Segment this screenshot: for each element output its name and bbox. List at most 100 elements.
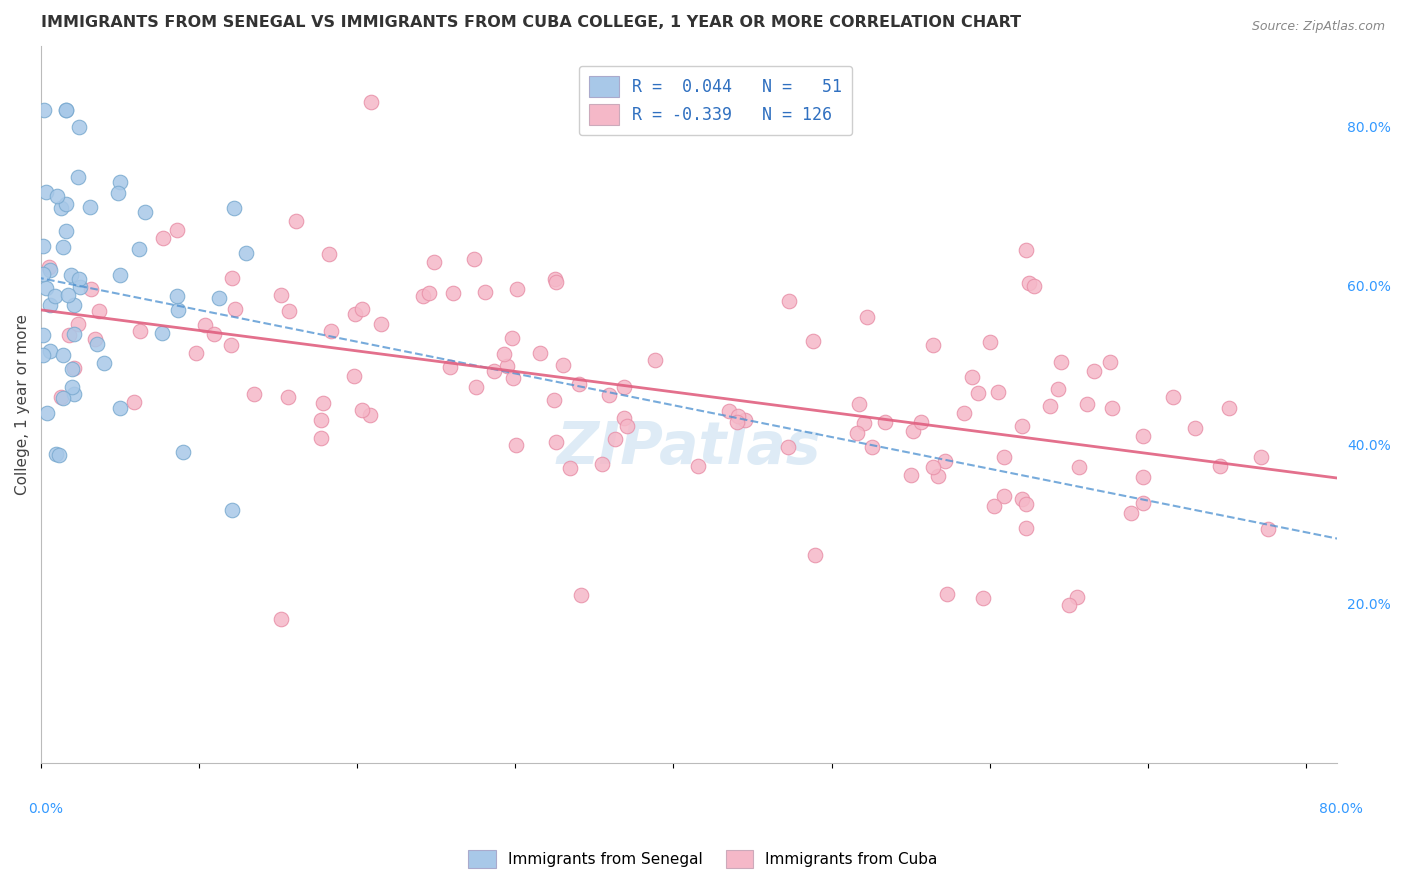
Point <box>1011 419 1033 434</box>
Point <box>441 286 464 301</box>
Point <box>184 346 207 360</box>
Point <box>107 186 129 200</box>
Point <box>1132 496 1154 510</box>
Point <box>529 345 551 359</box>
Point <box>344 307 367 321</box>
Point <box>852 416 875 430</box>
Point <box>278 304 301 318</box>
Point <box>495 359 517 373</box>
Point <box>492 346 515 360</box>
Point <box>1098 355 1121 369</box>
Point <box>32 103 55 117</box>
Point <box>38 260 60 274</box>
Point <box>87 303 110 318</box>
Point <box>370 317 392 331</box>
Point <box>1101 401 1123 416</box>
Text: ZIPatlas: ZIPatlas <box>557 419 821 476</box>
Point <box>350 301 373 316</box>
Text: 0.0%: 0.0% <box>28 802 63 816</box>
Point <box>93 356 115 370</box>
Point <box>935 587 957 601</box>
Point <box>727 409 749 424</box>
Point <box>152 231 174 245</box>
Point <box>51 348 73 362</box>
Point <box>35 281 58 295</box>
Point <box>1039 399 1062 413</box>
Point <box>49 201 72 215</box>
Point <box>31 267 53 281</box>
Point <box>598 388 620 402</box>
Point <box>1132 470 1154 484</box>
Point <box>1046 382 1069 396</box>
Point <box>321 324 343 338</box>
Point <box>1011 491 1033 506</box>
Point <box>129 324 152 338</box>
Point <box>60 380 83 394</box>
Point <box>110 175 132 189</box>
Point <box>31 239 53 253</box>
Point <box>979 335 1001 350</box>
Point <box>900 467 922 482</box>
Point <box>55 224 77 238</box>
Point <box>501 331 523 345</box>
Point <box>1257 522 1279 536</box>
Point <box>277 390 299 404</box>
Point <box>63 387 86 401</box>
Point <box>439 360 461 375</box>
Point <box>482 364 505 378</box>
Point <box>172 445 194 459</box>
Text: 80.0%: 80.0% <box>1319 802 1364 816</box>
Point <box>551 358 574 372</box>
Point <box>284 214 307 228</box>
Point <box>846 425 869 440</box>
Point <box>616 418 638 433</box>
Point <box>967 385 990 400</box>
Point <box>208 291 231 305</box>
Point <box>134 205 156 219</box>
Point <box>80 282 103 296</box>
Point <box>856 310 879 324</box>
Point <box>309 431 332 445</box>
Point <box>1161 390 1184 404</box>
Point <box>921 459 943 474</box>
Point <box>934 453 956 467</box>
Point <box>873 415 896 429</box>
Point <box>309 413 332 427</box>
Point <box>202 326 225 341</box>
Point <box>108 401 131 415</box>
Point <box>1015 497 1038 511</box>
Point <box>62 297 84 311</box>
Point <box>167 303 190 318</box>
Point <box>423 254 446 268</box>
Point <box>194 318 217 332</box>
Point <box>110 268 132 282</box>
Point <box>1067 459 1090 474</box>
Point <box>505 282 527 296</box>
Point <box>801 334 824 348</box>
Point <box>474 285 496 299</box>
Point <box>270 287 292 301</box>
Text: IMMIGRANTS FROM SENEGAL VS IMMIGRANTS FROM CUBA COLLEGE, 1 YEAR OR MORE CORRELAT: IMMIGRANTS FROM SENEGAL VS IMMIGRANTS FR… <box>41 15 1021 30</box>
Point <box>86 336 108 351</box>
Point <box>318 247 340 261</box>
Point <box>35 406 58 420</box>
Point <box>67 170 90 185</box>
Point <box>62 360 84 375</box>
Point <box>546 434 568 449</box>
Point <box>1218 401 1240 415</box>
Point <box>60 268 83 283</box>
Point <box>910 415 932 429</box>
Point <box>922 338 945 352</box>
Point <box>1121 506 1143 520</box>
Point <box>52 391 75 405</box>
Point <box>717 404 740 418</box>
Point <box>67 317 90 331</box>
Point <box>558 460 581 475</box>
Point <box>543 392 565 407</box>
Point <box>235 246 257 260</box>
Point <box>166 223 188 237</box>
Point <box>67 272 90 286</box>
Point <box>359 408 381 422</box>
Point <box>1014 243 1036 257</box>
Point <box>418 285 440 300</box>
